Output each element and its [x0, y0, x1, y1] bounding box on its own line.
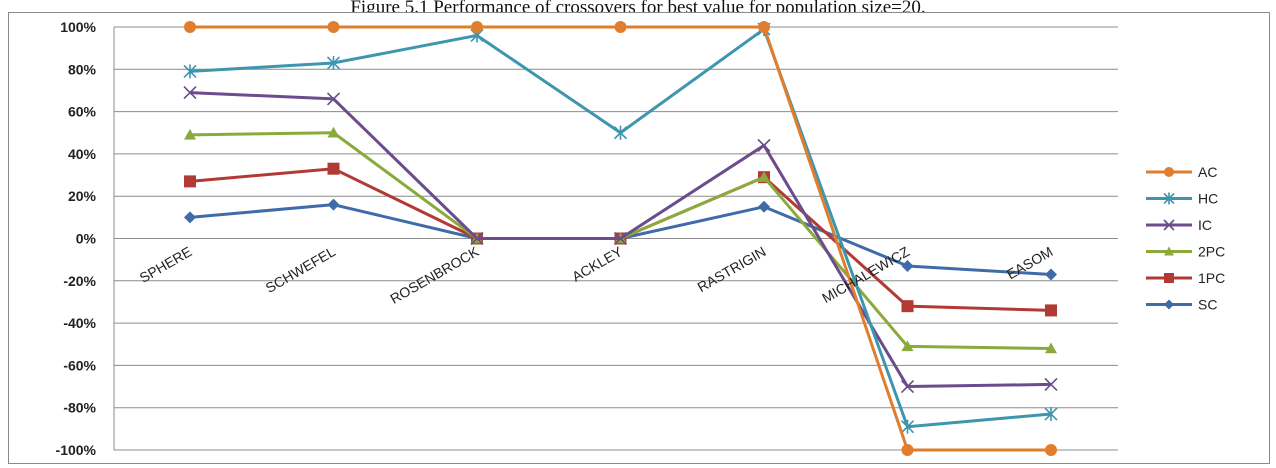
- data-point: [184, 211, 196, 224]
- data-point: [1164, 167, 1174, 177]
- data-point: [901, 259, 914, 272]
- gridlines: [113, 26, 1118, 451]
- legend-item: AC: [1146, 164, 1217, 180]
- y-tick-label: 20%: [68, 188, 97, 204]
- legend-label: 1PC: [1198, 270, 1225, 286]
- data-point: [183, 85, 197, 100]
- data-point: [1163, 192, 1175, 205]
- series-line: [189, 27, 1052, 429]
- legend-label: SC: [1198, 297, 1217, 313]
- data-point: [1044, 407, 1058, 422]
- data-point: [757, 138, 771, 153]
- data-point: [1044, 377, 1058, 392]
- data-point: [1045, 342, 1057, 354]
- y-tick-label: -20%: [63, 273, 96, 289]
- legend-label: AC: [1198, 164, 1217, 180]
- legend-item: 2PC: [1146, 244, 1225, 260]
- data-point: [183, 64, 197, 79]
- y-tick-label: 100%: [60, 19, 96, 35]
- legend-item: 1PC: [1146, 270, 1225, 286]
- data-point: [327, 198, 340, 211]
- data-point: [326, 92, 341, 106]
- legend: AC HC IC 2PC 1PC SC: [1146, 164, 1225, 313]
- category-label: SCHWEFEL: [263, 243, 339, 296]
- data-point: [327, 21, 340, 33]
- data-point: [900, 379, 915, 394]
- category-label: RASTRIGIN: [694, 243, 768, 295]
- data-point: [901, 444, 914, 456]
- y-tick-label: -60%: [63, 357, 96, 373]
- data-point: [1045, 268, 1057, 281]
- data-point: [1045, 304, 1057, 317]
- data-point: [901, 300, 914, 313]
- data-point: [326, 55, 341, 70]
- legend-label: 2PC: [1198, 244, 1225, 260]
- data-point: [901, 340, 914, 352]
- y-axis-ticks: 100% 80% 60% 40% 20% 0% -20% -40% -60% -80% -100%: [56, 19, 97, 458]
- series-ic: [183, 85, 1058, 394]
- data-point: [1164, 246, 1174, 256]
- category-label: ACKLEY: [569, 243, 625, 285]
- legend-item: SC: [1146, 297, 1217, 313]
- legend-item: HC: [1146, 191, 1218, 207]
- legend-item: IC: [1146, 217, 1212, 233]
- data-point: [184, 175, 196, 188]
- y-tick-label: 40%: [68, 146, 97, 162]
- y-tick-label: -100%: [56, 442, 97, 458]
- x-axis-categories: SPHERE SCHWEFEL ROSENBROCK ACKLEY RASTRIGIN M…: [137, 243, 1056, 307]
- data-point: [614, 21, 627, 33]
- category-label: SPHERE: [137, 243, 195, 286]
- legend-label: HC: [1198, 191, 1218, 207]
- data-point: [184, 21, 196, 33]
- data-point: [1163, 219, 1175, 231]
- data-point: [327, 162, 340, 175]
- series-ac: [184, 21, 1057, 456]
- data-point: [758, 171, 770, 182]
- y-tick-label: -80%: [63, 400, 96, 416]
- y-tick-label: 0%: [76, 231, 97, 247]
- series-lines: [183, 21, 1058, 456]
- data-point: [900, 419, 915, 434]
- data-point: [327, 126, 340, 138]
- data-point: [471, 21, 483, 33]
- category-label: ROSENBROCK: [387, 243, 482, 307]
- legend-label: IC: [1198, 217, 1212, 233]
- data-point: [613, 231, 628, 246]
- data-point: [1045, 444, 1057, 456]
- y-tick-label: 60%: [68, 104, 97, 120]
- series-2pc: [184, 126, 1057, 354]
- data-point: [1164, 273, 1174, 283]
- data-point: [758, 21, 770, 33]
- data-point: [613, 125, 628, 140]
- y-tick-label: -40%: [63, 315, 96, 331]
- series-hc: [183, 22, 1058, 434]
- data-point: [470, 231, 484, 246]
- data-point: [184, 128, 196, 140]
- data-point: [758, 200, 770, 213]
- data-point: [1164, 299, 1174, 310]
- y-tick-label: 80%: [68, 61, 97, 77]
